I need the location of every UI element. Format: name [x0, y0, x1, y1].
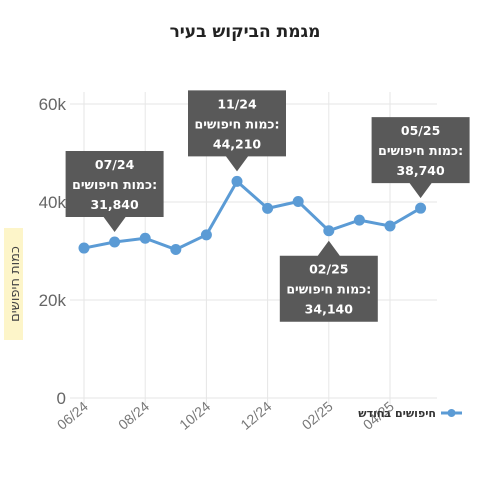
- callout-metric: כמות חיפושים:: [195, 116, 280, 131]
- legend-marker: [447, 409, 456, 417]
- data-point[interactable]: [109, 236, 121, 248]
- data-point[interactable]: [200, 229, 212, 241]
- callout-metric: כמות חיפושים:: [378, 143, 463, 158]
- callout-box: [279, 240, 378, 322]
- data-point[interactable]: [384, 220, 396, 232]
- y-axis-label-background: [4, 228, 23, 340]
- x-tick-label: 12/24: [237, 398, 274, 433]
- callout-value: 31,840: [90, 197, 139, 212]
- callout-metric: כמות חיפושים:: [286, 282, 371, 297]
- data-point[interactable]: [231, 175, 243, 187]
- y-axis-label-group: כמות חיפושים: [4, 228, 23, 340]
- callout-metric: כמות חיפושים:: [72, 177, 157, 192]
- x-tick-label: 08/24: [115, 398, 152, 433]
- callout-box: [188, 90, 286, 172]
- callout-period: 11/24: [217, 96, 257, 111]
- legend[interactable]: חיפושים בחודש: [358, 407, 462, 420]
- data-point[interactable]: [262, 202, 274, 214]
- callout: 11/24 כמות חיפושים: 44,210: [188, 90, 286, 172]
- callout: 02/25 כמות חיפושים: 34,140: [279, 240, 378, 322]
- callout-value: 38,740: [396, 163, 445, 178]
- y-tick-label: 20k: [39, 291, 67, 310]
- x-tick-label: 10/24: [176, 398, 213, 433]
- callout-box: [371, 117, 470, 199]
- callout: 05/25 כמות חיפושים: 38,740: [371, 117, 470, 199]
- legend-series-label: חיפושים בחודש: [358, 407, 436, 420]
- callout-period: 07/24: [95, 157, 135, 172]
- callout: 07/24 כמות חיפושים: 31,840: [65, 150, 164, 232]
- callout-box: [65, 150, 164, 232]
- callout-period: 02/25: [309, 262, 348, 277]
- y-tick-label: 40k: [39, 193, 67, 212]
- callouts: 07/24 כמות חיפושים: 31,840 11/24 כמות חיפושי…: [65, 90, 470, 322]
- data-point[interactable]: [170, 244, 182, 256]
- x-tick-label: 02/25: [299, 398, 336, 433]
- callout-value: 44,210: [213, 136, 262, 151]
- data-point[interactable]: [353, 214, 365, 226]
- callout-value: 34,140: [305, 302, 354, 317]
- data-point[interactable]: [415, 202, 427, 214]
- series-layer: [78, 175, 427, 256]
- data-point[interactable]: [323, 225, 335, 237]
- y-axis-label: כמות חיפושים: [8, 246, 23, 322]
- y-tick-label: 60k: [39, 95, 67, 114]
- y-axis-ticks: 0 20k 40k 60k: [39, 95, 67, 408]
- chart-title: מגמת הביקוש בעיר: [170, 22, 321, 42]
- callout-period: 05/25: [401, 123, 440, 138]
- x-axis-ticks: 06/24 08/24 10/24 12/24 02/25 04/25: [54, 398, 397, 433]
- data-point[interactable]: [78, 242, 90, 254]
- y-tick-label: 0: [57, 389, 66, 408]
- data-point[interactable]: [139, 232, 151, 244]
- data-point[interactable]: [292, 196, 304, 208]
